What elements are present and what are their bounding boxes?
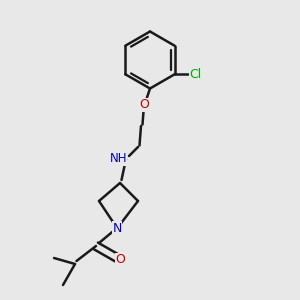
Text: N: N <box>112 221 122 235</box>
Text: Cl: Cl <box>190 68 202 81</box>
Text: O: O <box>115 253 125 266</box>
Text: O: O <box>139 98 149 112</box>
Text: NH: NH <box>110 152 127 166</box>
